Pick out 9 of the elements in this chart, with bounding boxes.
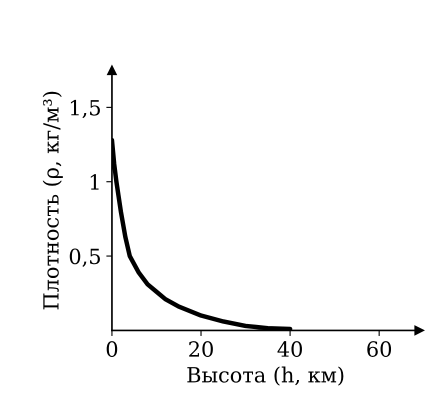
x-tick-label: 60: [367, 341, 392, 357]
x-tick-label: 20: [189, 341, 213, 357]
y-tick-label: 0,5: [70, 248, 100, 267]
y-axis-title: Плотность (ρ, кг/м³): [42, 92, 63, 310]
x-tick-label: 40: [277, 341, 302, 357]
y-tick-label: 1: [90, 174, 99, 190]
x-axis-title: Высота (h, км): [187, 366, 344, 386]
y-tick-label: 1,5: [70, 100, 100, 118]
x-tick-label: 0: [106, 341, 118, 357]
